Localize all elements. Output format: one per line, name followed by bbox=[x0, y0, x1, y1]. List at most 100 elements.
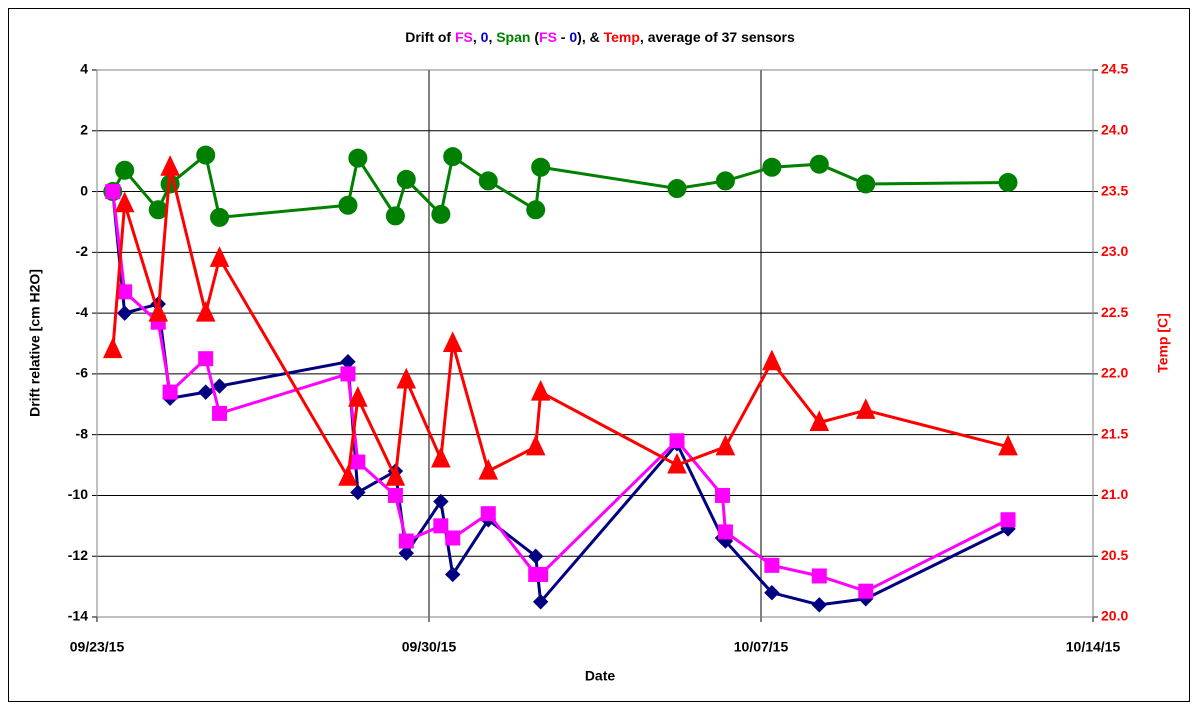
marker bbox=[530, 379, 551, 401]
marker bbox=[348, 386, 368, 407]
marker bbox=[148, 300, 169, 322]
x-tick-label: 10/07/15 bbox=[734, 639, 789, 655]
y-tick-label: 4 bbox=[80, 61, 88, 77]
title-part: 0 bbox=[481, 29, 489, 45]
title-part: Drift of bbox=[405, 29, 455, 45]
marker bbox=[531, 157, 551, 177]
y-tick-label: -8 bbox=[76, 425, 89, 441]
marker bbox=[858, 583, 874, 599]
marker bbox=[480, 506, 496, 522]
y-tick-label: 0 bbox=[80, 182, 88, 198]
title-part: , bbox=[473, 29, 481, 45]
y-tick-label: -4 bbox=[76, 304, 89, 320]
marker bbox=[715, 171, 735, 191]
marker bbox=[350, 454, 366, 470]
marker bbox=[197, 384, 214, 400]
title-part: 0 bbox=[569, 29, 577, 45]
marker bbox=[148, 200, 168, 220]
y-tick-label: 2 bbox=[80, 121, 88, 137]
y2-tick-label: 22.5 bbox=[1101, 304, 1128, 320]
marker bbox=[117, 284, 133, 300]
marker bbox=[478, 458, 499, 480]
marker bbox=[764, 584, 780, 601]
x-tick-label: 09/30/15 bbox=[402, 639, 457, 655]
marker bbox=[809, 410, 830, 432]
marker bbox=[856, 174, 876, 194]
y2-tick-label: 21.5 bbox=[1101, 425, 1128, 441]
marker bbox=[811, 597, 828, 613]
marker bbox=[398, 533, 414, 549]
title-part: - bbox=[557, 29, 569, 45]
marker bbox=[526, 200, 546, 220]
marker bbox=[433, 518, 449, 534]
marker bbox=[196, 145, 216, 165]
marker bbox=[811, 568, 827, 584]
marker bbox=[115, 160, 135, 180]
title-part: ( bbox=[530, 29, 539, 45]
chart-border bbox=[8, 8, 1190, 702]
marker bbox=[116, 305, 133, 321]
marker bbox=[211, 378, 228, 394]
marker bbox=[998, 172, 1018, 192]
marker bbox=[998, 434, 1018, 456]
y-axis-label: Drift relative [cm H2O] bbox=[27, 269, 43, 417]
y2-tick-label: 23.5 bbox=[1101, 182, 1128, 198]
y2-tick-label: 20.0 bbox=[1101, 608, 1128, 624]
title-part: , average of 37 sensors bbox=[640, 29, 795, 45]
marker bbox=[396, 169, 416, 189]
marker bbox=[431, 204, 451, 224]
y2-tick-label: 23.0 bbox=[1101, 243, 1128, 259]
marker bbox=[340, 366, 356, 382]
marker bbox=[348, 148, 368, 168]
y-tick-label: -2 bbox=[76, 243, 89, 259]
marker bbox=[212, 405, 228, 421]
marker bbox=[387, 487, 403, 503]
title-part: Span bbox=[496, 29, 530, 45]
marker bbox=[385, 465, 406, 486]
marker bbox=[714, 487, 730, 503]
marker bbox=[855, 398, 876, 419]
marker bbox=[105, 184, 121, 200]
marker bbox=[525, 434, 546, 456]
y-tick-label: -10 bbox=[68, 486, 88, 502]
title-part: , bbox=[488, 29, 496, 45]
marker bbox=[162, 384, 178, 400]
marker bbox=[445, 566, 461, 583]
marker bbox=[764, 557, 780, 573]
marker bbox=[443, 147, 463, 167]
y2-axis-label: Temp [C] bbox=[1155, 313, 1171, 373]
plot-area bbox=[96, 69, 1094, 618]
chart-title: Drift of FS, 0, Span (FS - 0), & Temp, a… bbox=[405, 29, 795, 45]
marker bbox=[103, 337, 123, 359]
marker bbox=[338, 195, 358, 215]
title-part: ), & bbox=[577, 29, 603, 45]
y-tick-label: -14 bbox=[68, 608, 88, 624]
y2-tick-label: 21.0 bbox=[1101, 486, 1128, 502]
marker bbox=[717, 524, 733, 540]
marker bbox=[210, 207, 230, 227]
marker bbox=[667, 452, 687, 474]
marker bbox=[528, 548, 544, 564]
marker bbox=[198, 351, 214, 367]
x-tick-label: 09/23/15 bbox=[70, 639, 125, 655]
marker bbox=[478, 171, 498, 191]
y2-tick-label: 22.0 bbox=[1101, 365, 1128, 381]
marker bbox=[809, 154, 829, 174]
marker bbox=[533, 566, 549, 582]
title-part: Temp bbox=[604, 29, 640, 45]
marker bbox=[762, 349, 782, 371]
y-tick-label: -12 bbox=[68, 547, 88, 563]
marker bbox=[396, 367, 417, 389]
marker bbox=[385, 206, 405, 226]
marker bbox=[445, 530, 461, 546]
marker bbox=[667, 179, 687, 199]
marker bbox=[532, 594, 549, 610]
y2-tick-label: 20.5 bbox=[1101, 547, 1128, 563]
y-tick-label: -6 bbox=[76, 365, 89, 381]
marker bbox=[715, 434, 736, 456]
marker bbox=[338, 465, 358, 486]
marker bbox=[442, 331, 463, 352]
marker bbox=[160, 155, 180, 176]
title-part: FS bbox=[455, 29, 473, 45]
